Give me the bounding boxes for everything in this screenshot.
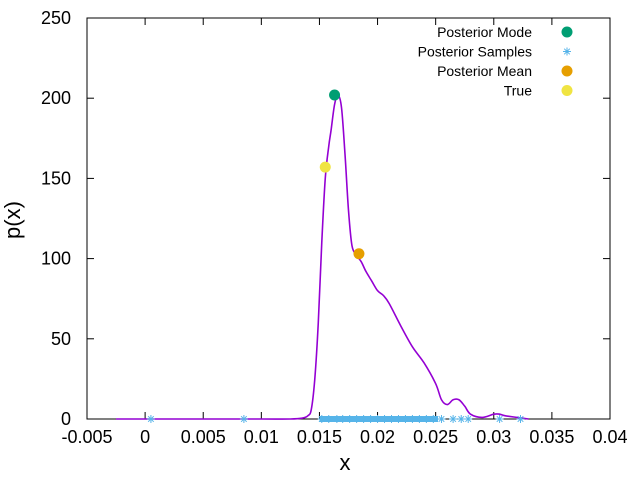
x-tick-label: 0.02 (360, 427, 395, 447)
legend-label-mean: Posterior Mean (437, 63, 532, 79)
sample-marker (464, 415, 473, 423)
legend-label-mode: Posterior Mode (437, 24, 532, 40)
y-tick-label: 150 (41, 168, 71, 188)
sample-marker (449, 415, 458, 423)
x-tick-label: 0.04 (592, 427, 627, 447)
sample-marker (394, 415, 403, 423)
sample-marker (317, 415, 326, 423)
density-curve (116, 94, 529, 420)
legend-marker-samples (563, 47, 571, 56)
y-tick-label: 0 (61, 409, 71, 429)
sample-marker (345, 415, 354, 423)
posterior-mode-point (329, 89, 341, 101)
true-value-point (319, 161, 331, 173)
legend-label-samples: Posterior Samples (418, 44, 532, 60)
legend: Posterior Mode Posterior Samples Posterior… (418, 24, 573, 99)
x-tick-label: 0.01 (244, 427, 279, 447)
x-tick-label: -0.005 (61, 427, 112, 447)
sample-marker (352, 415, 361, 423)
legend-label-true: True (504, 83, 532, 99)
x-tick-label: 0.025 (413, 427, 458, 447)
sample-marker (324, 415, 333, 423)
sample-marker (387, 415, 396, 423)
x-tick-label: 0 (140, 427, 150, 447)
sample-marker (457, 415, 466, 423)
sample-marker (401, 415, 410, 423)
x-tick-label: 0.005 (181, 427, 226, 447)
y-axis-label: p(x) (0, 201, 25, 239)
y-tick-label: 250 (41, 8, 71, 28)
legend-marker-mode (561, 26, 573, 38)
x-tick-label: 0.015 (297, 427, 342, 447)
y-tick-label: 50 (51, 329, 71, 349)
sample-marker (380, 415, 389, 423)
posterior-mean-point (353, 248, 365, 260)
legend-marker-mean (561, 65, 573, 77)
sample-marker (359, 415, 368, 423)
x-axis-label: x (340, 450, 351, 475)
sample-marker (366, 415, 375, 423)
plot-series (116, 89, 529, 423)
sample-marker (408, 415, 417, 423)
sample-marker (516, 415, 525, 423)
sample-marker (373, 415, 382, 423)
sample-marker (437, 415, 446, 423)
legend-marker-true (561, 85, 573, 96)
x-tick-label: 0.035 (529, 427, 574, 447)
sample-marker (422, 415, 431, 423)
sample-marker (239, 415, 248, 423)
sample-marker (495, 415, 504, 423)
sample-marker (146, 415, 155, 423)
axis-ticks: -0.005 0 0.005 0.01 0.015 0.02 0.025 0.03 0.035 0… (41, 8, 628, 447)
sample-marker (429, 415, 438, 423)
sample-marker (415, 415, 424, 423)
sample-marker (338, 415, 347, 423)
y-tick-label: 200 (41, 88, 71, 108)
y-tick-label: 100 (41, 249, 71, 269)
x-tick-label: 0.03 (476, 427, 511, 447)
